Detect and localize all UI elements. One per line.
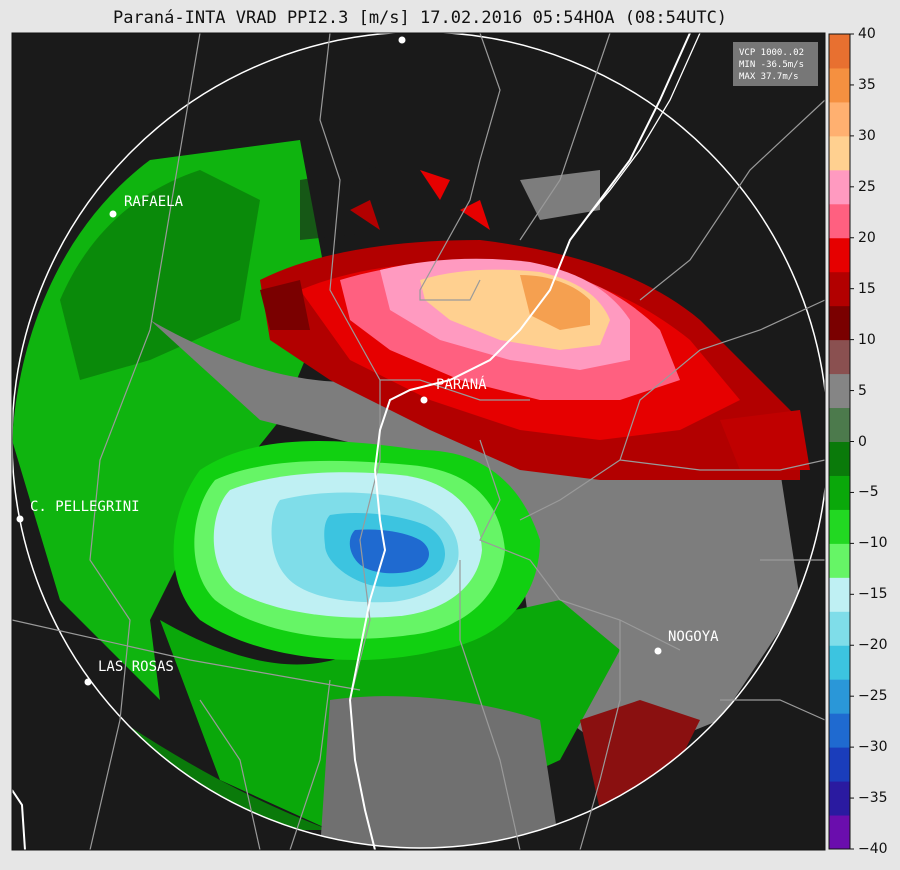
info-vcp: VCP 1000..02 [739,48,804,58]
colorbar-segment [829,271,850,307]
colorbar-segment [829,407,850,442]
colorbar-segment [829,237,850,273]
colorbar-segment [829,34,850,69]
city-marker-parana [420,396,428,404]
range-ring [12,33,825,849]
colorbar-segment [829,305,850,341]
colorbar-segment [829,373,850,409]
colorbar-segment [829,577,850,612]
colorbar-segment [829,815,850,850]
city-label-c-pellegrini: C. PELLEGRINI [30,499,140,515]
colorbar-ticks [850,33,854,850]
boundaries [12,33,825,850]
colorbar-segment [829,135,850,171]
city-marker-c-pellegrini [16,515,24,523]
colorbar-segment [829,339,850,375]
colorbar [829,34,850,850]
city-marker-nogoya [654,647,662,655]
info-box: VCP 1000..02 MIN -36.5m/s MAX 37.7m/s [733,42,818,86]
colorbar-segment [829,679,850,714]
city-markers [16,36,662,686]
colorbar-segment [829,203,850,239]
colorbar-segment [829,169,850,205]
info-min: MIN -36.5m/s [739,60,804,70]
city-marker-las-rosas [84,678,92,686]
colorbar-segment [829,475,850,510]
colorbar-segment [829,441,850,476]
colorbar-segment [829,645,850,680]
colorbar-segment [829,67,850,103]
city-marker-rafaela [109,210,117,218]
info-max: MAX 37.7m/s [739,72,799,82]
north-marker [398,36,406,44]
colorbar-segment [829,543,850,578]
colorbar-segment [829,747,850,782]
city-label-rafaela: RAFAELA [124,194,184,210]
colorbar-segment [829,781,850,816]
colorbar-segment [829,509,850,544]
velocity-field [12,140,810,848]
colorbar-segment [829,611,850,646]
city-label-las-rosas: LAS ROSAS [98,659,174,675]
city-label-nogoya: NOGOYA [668,629,719,645]
chart-title: Paraná-INTA VRAD PPI2.3 [m/s] 17.02.2016… [112,8,728,28]
colorbar-segment [829,713,850,748]
colorbar-segment [829,101,850,137]
city-label-parana: PARANÁ [436,376,487,393]
